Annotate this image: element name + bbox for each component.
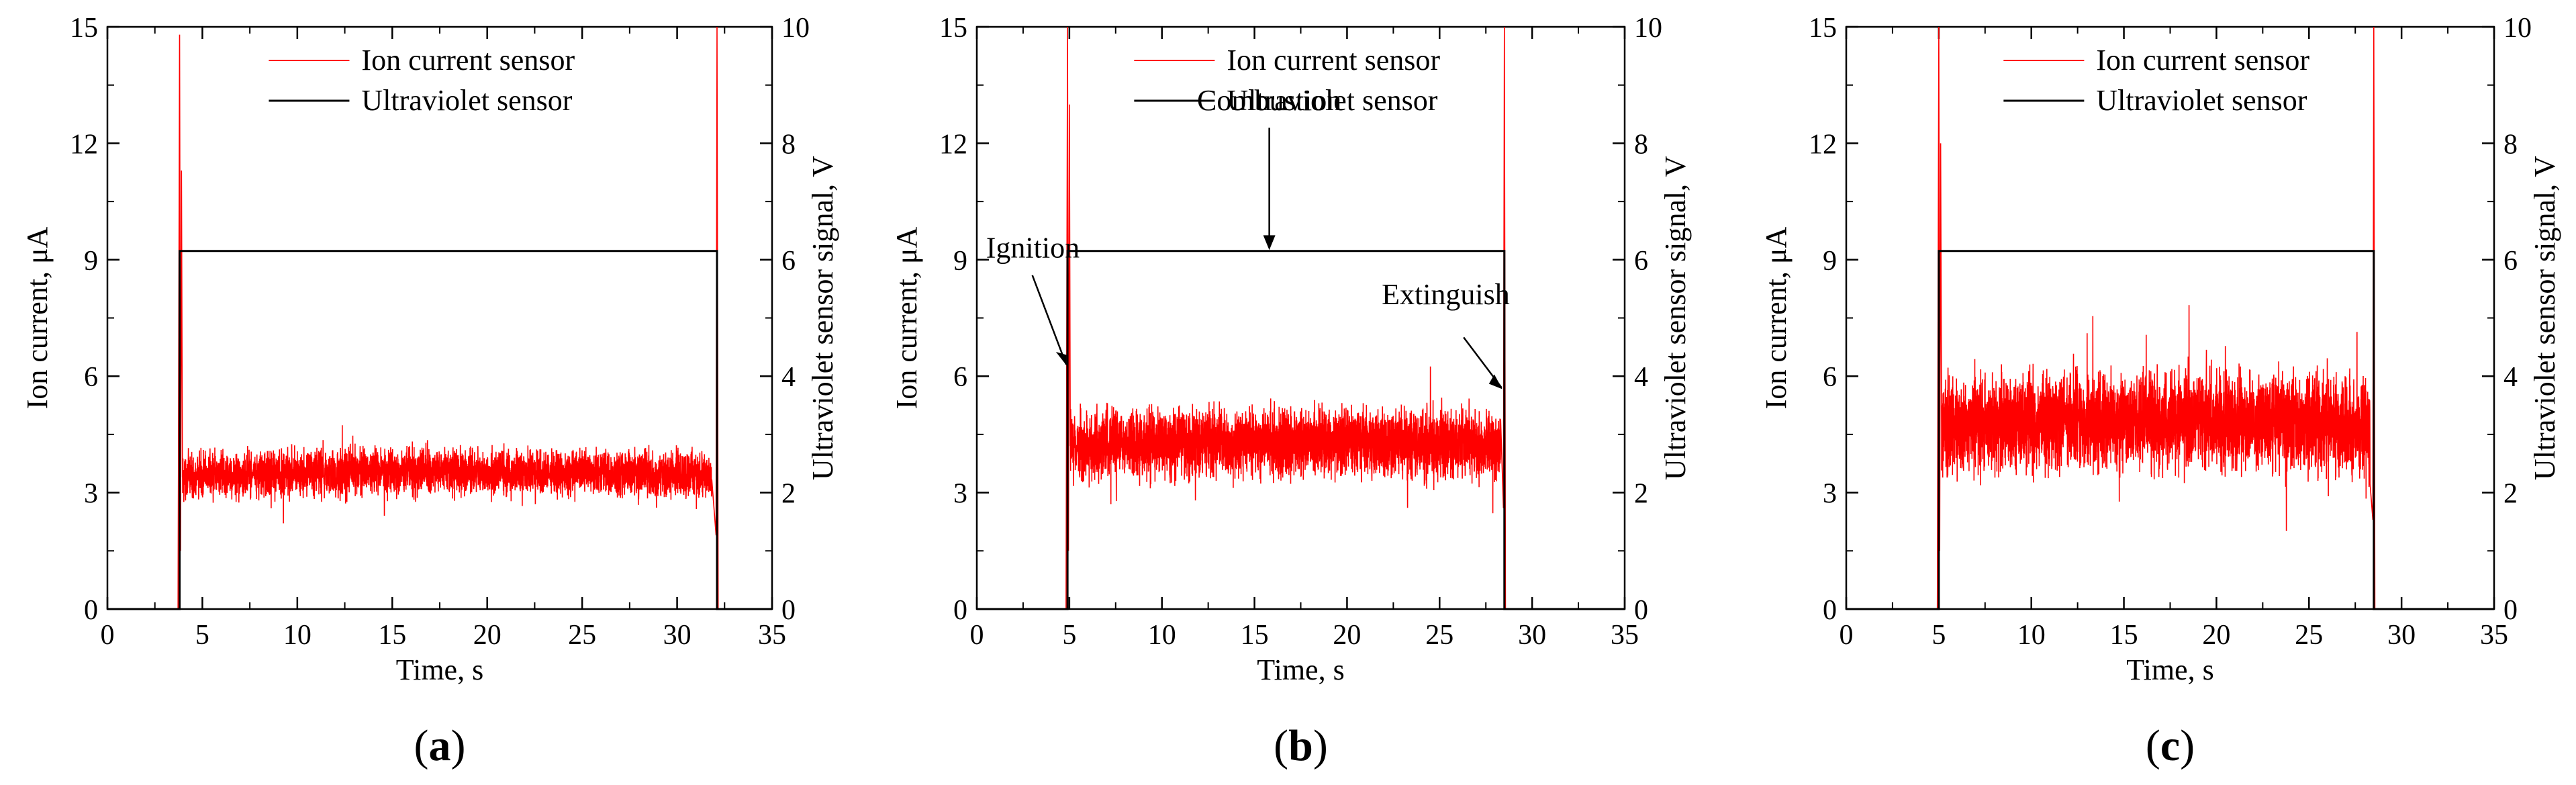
plot-area [977, 26, 1625, 610]
plot-area [1846, 26, 2494, 610]
y-tick-label: 15 [1809, 13, 1837, 44]
y-tick-label: 3 [1823, 479, 1837, 510]
y2-tick-label: 2 [2503, 479, 2518, 510]
x-tick-label: 15 [378, 620, 406, 651]
y2-tick-label: 6 [1634, 246, 1648, 277]
y2-tick-label: 10 [1634, 13, 1662, 44]
y2-tick-label: 8 [2503, 129, 2518, 160]
y2-tick-label: 10 [781, 13, 810, 44]
legend-label-ultraviolet: Ultraviolet sensor [2096, 84, 2307, 117]
y2-tick-label: 2 [781, 479, 796, 510]
ultraviolet-series-line [977, 250, 1625, 610]
annotation-ignition-arrow [1031, 275, 1067, 365]
y-tick-label: 0 [953, 595, 967, 626]
ultraviolet-series-line [107, 250, 772, 610]
y-tick-label: 0 [84, 595, 98, 626]
y-tick-label: 0 [1823, 595, 1837, 626]
y-tick-label: 9 [84, 246, 98, 277]
x-tick-label: 10 [1148, 620, 1176, 651]
x-tick-label: 25 [2295, 620, 2323, 651]
annotation-extinguish-arrowhead [1488, 374, 1502, 389]
annotation-combustion: Combustion [1197, 84, 1341, 117]
y2-axis-label: Ultraviolet sensor signal, V [806, 156, 839, 480]
y-tick-label: 15 [939, 13, 967, 44]
x-tick-label: 25 [1425, 620, 1453, 651]
y2-tick-label: 0 [781, 595, 796, 626]
legend-label-ion-current: Ion current sensor [361, 44, 575, 77]
y2-tick-label: 2 [1634, 479, 1648, 510]
x-tick-label: 0 [970, 620, 984, 651]
annotation-extinguish: Extinguish [1382, 278, 1510, 311]
y-tick-label: 12 [70, 129, 98, 160]
x-tick-label: 20 [473, 620, 502, 651]
x-tick-label: 30 [663, 620, 691, 651]
y2-tick-label: 10 [2503, 13, 2532, 44]
x-tick-label: 20 [1333, 620, 1361, 651]
x-tick-label: 0 [1840, 620, 1854, 651]
y-tick-label: 6 [1823, 362, 1837, 393]
y-tick-label: 3 [84, 479, 98, 510]
annotation-combustion-arrowhead [1263, 235, 1276, 250]
y-tick-label: 12 [1809, 129, 1837, 160]
y-tick-label: 6 [953, 362, 967, 393]
annotation-ignition-arrowhead [1055, 351, 1067, 366]
y-tick-label: 6 [84, 362, 98, 393]
y-tick-label: 15 [70, 13, 98, 44]
legend-label-ultraviolet: Ultraviolet sensor [361, 84, 572, 117]
y2-tick-label: 6 [781, 246, 796, 277]
y2-tick-label: 8 [781, 129, 796, 160]
x-tick-label: 35 [1611, 620, 1639, 651]
x-axis-label: Time, s [396, 653, 483, 686]
ultraviolet-series-line [1846, 250, 2494, 610]
y-axis-label: Ion current, μA [890, 226, 923, 409]
x-tick-label: 15 [1241, 620, 1269, 651]
panel-label: (a) [414, 721, 466, 770]
y-tick-label: 9 [1823, 246, 1837, 277]
y-tick-label: 9 [953, 246, 967, 277]
y2-tick-label: 0 [1634, 595, 1648, 626]
x-tick-label: 30 [1518, 620, 1546, 651]
legend-label-ion-current: Ion current sensor [1227, 44, 1440, 77]
y-axis-label: Ion current, μA [21, 226, 54, 409]
plot-area [107, 26, 772, 610]
y2-axis-label: Ultraviolet sensor signal, V [2528, 156, 2561, 480]
legend-label-ultraviolet: Ultraviolet sensor [1227, 84, 1437, 117]
ion-current-series-line [1065, 26, 1507, 610]
x-tick-label: 15 [2110, 620, 2138, 651]
panel-label: (b) [1274, 721, 1328, 770]
annotation-ignition: Ignition [986, 231, 1080, 264]
ion-current-series-line [1936, 26, 2376, 610]
y2-axis-label: Ultraviolet sensor signal, V [1659, 156, 1692, 480]
x-tick-label: 5 [1931, 620, 1946, 651]
y2-tick-label: 0 [2503, 595, 2518, 626]
x-tick-label: 5 [1062, 620, 1076, 651]
x-axis-label: Time, s [1257, 653, 1344, 686]
panel-label: (c) [2146, 721, 2195, 770]
x-tick-label: 35 [2480, 620, 2508, 651]
y2-tick-label: 6 [2503, 246, 2518, 277]
y2-tick-label: 4 [781, 362, 796, 393]
x-tick-label: 20 [2202, 620, 2230, 651]
x-tick-label: 10 [2017, 620, 2046, 651]
y-tick-label: 12 [939, 129, 967, 160]
x-tick-label: 25 [568, 620, 596, 651]
y-tick-label: 3 [953, 479, 967, 510]
x-tick-label: 10 [283, 620, 312, 651]
x-tick-label: 30 [2387, 620, 2416, 651]
y2-tick-label: 4 [2503, 362, 2518, 393]
y2-tick-label: 8 [1634, 129, 1648, 160]
y2-tick-label: 4 [1634, 362, 1648, 393]
x-axis-label: Time, s [2126, 653, 2213, 686]
y-axis-label: Ion current, μA [1760, 226, 1793, 409]
legend-label-ion-current: Ion current sensor [2096, 44, 2309, 77]
x-tick-label: 0 [101, 620, 115, 651]
ion-current-series-line [177, 26, 719, 610]
x-tick-label: 5 [195, 620, 209, 651]
x-tick-label: 35 [758, 620, 786, 651]
